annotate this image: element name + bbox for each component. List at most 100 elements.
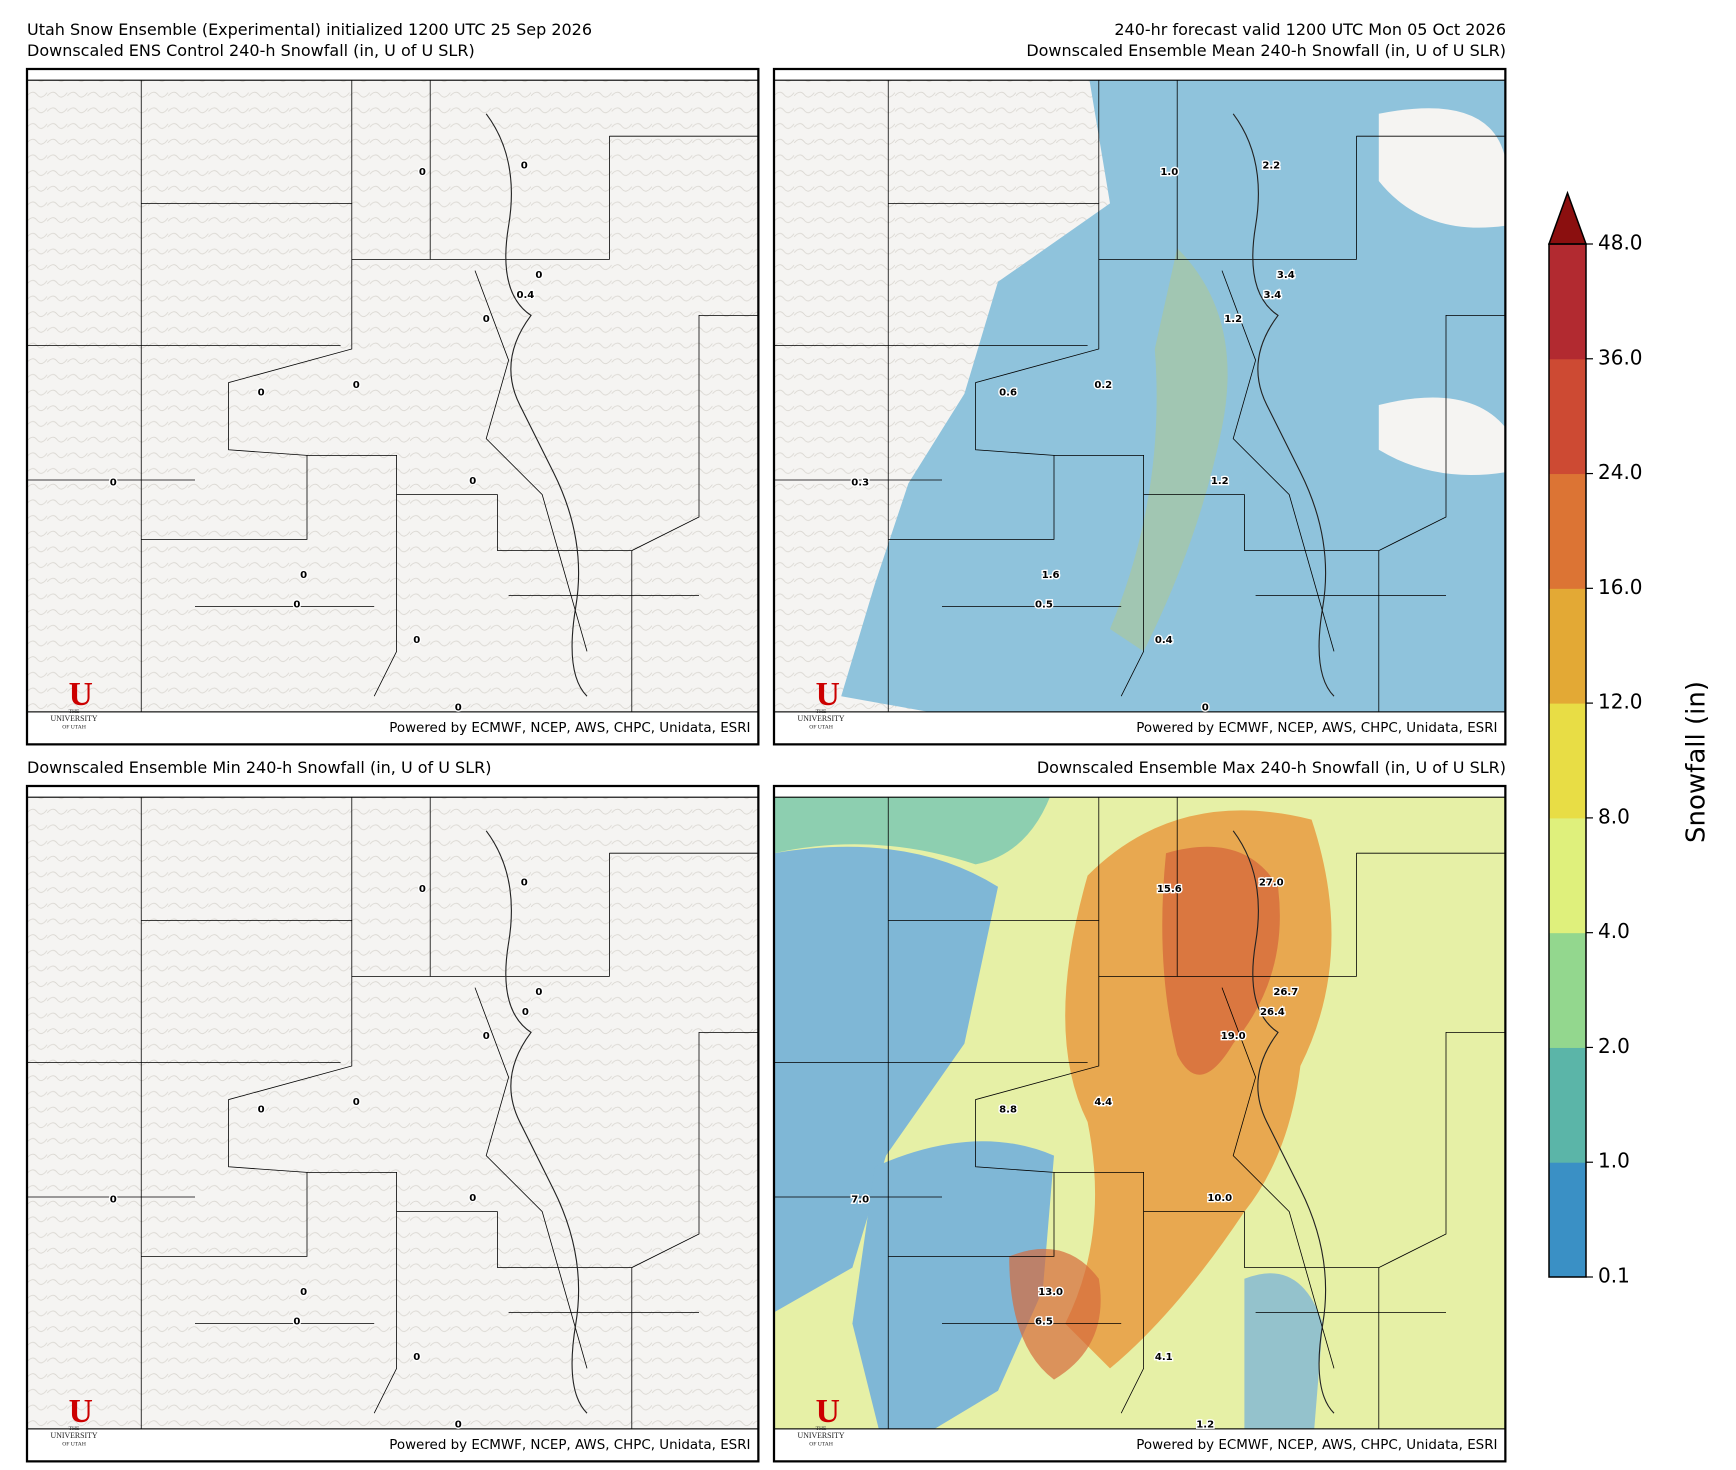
point-label: 15.6 <box>1157 884 1182 895</box>
panel-title: Downscaled Ensemble Max 240-h Snowfall (… <box>1037 758 1506 777</box>
point-label: 0 <box>258 1105 265 1116</box>
colorbar-tick-label: 4.0 <box>1598 919 1630 943</box>
point-label: 3.4 <box>1263 290 1281 301</box>
colorbar-bin <box>1549 1047 1586 1163</box>
header-valid-time: 240-hr forecast valid 1200 UTC Mon 05 Oc… <box>1114 20 1506 39</box>
snow-area <box>774 846 998 1313</box>
point-label: 0.4 <box>1155 635 1173 646</box>
snow-area <box>852 1141 1054 1458</box>
county-border <box>1177 136 1357 260</box>
panel-frame <box>25 784 760 1463</box>
point-label: 0.2 <box>1094 380 1112 391</box>
point-label: 7.0 <box>851 1194 869 1205</box>
colorbar-frame <box>1548 243 1587 1278</box>
point-label: 8.8 <box>999 1105 1017 1116</box>
state-border <box>485 830 588 1414</box>
colorbar-bin <box>1549 932 1586 1048</box>
county-border <box>373 1211 397 1414</box>
logo-text: THE <box>816 1426 827 1432</box>
colorbar-bin <box>1549 1162 1586 1278</box>
colorbar-bin <box>1549 244 1586 360</box>
point-label: 0.4 <box>516 290 534 301</box>
map-body: 15.6 27.0 26.7 26.4 19.0 8.8 4.4 7.0 10.0 13.0 6.5… <box>774 786 1506 1462</box>
point-label: 0 <box>419 167 426 178</box>
point-label: 0 <box>300 570 307 581</box>
point-label: 10.0 <box>1207 1193 1232 1204</box>
colorbar-tick-label: 16.0 <box>1598 575 1643 599</box>
snow-area <box>774 69 1506 745</box>
point-label: 19.0 <box>1221 1031 1246 1042</box>
point-label: 26.7 <box>1273 987 1298 998</box>
logo-mark: U <box>69 676 93 713</box>
logo-text: UNIVERSITY <box>51 714 98 723</box>
terrain <box>27 69 759 745</box>
snow-area <box>1378 397 1506 475</box>
snow-area <box>1110 248 1228 652</box>
logo-text: UNIVERSITY <box>798 1431 845 1440</box>
panel-frame <box>25 67 760 746</box>
credit-strip <box>27 711 759 745</box>
point-label: 4.1 <box>1155 1352 1173 1363</box>
point-label: 0 <box>521 160 528 171</box>
logo-text: OF UTAH <box>62 725 86 731</box>
state-border <box>485 113 588 697</box>
colorbar-label: Snowfall (in) <box>1682 681 1712 843</box>
county-border <box>888 1172 1055 1257</box>
panel-title: Downscaled Ensemble Mean 240-h Snowfall … <box>1026 41 1506 60</box>
colorbar-tick-label: 48.0 <box>1598 231 1643 255</box>
point-label: 0 <box>110 1194 117 1205</box>
colorbar-extend <box>1547 190 1588 245</box>
colorbar-tick-label: 8.0 <box>1598 804 1630 828</box>
point-label: 1.2 <box>1196 1419 1214 1430</box>
point-label: 0 <box>455 1419 462 1430</box>
county-border <box>888 455 1055 540</box>
point-label: 0 <box>469 476 476 487</box>
logo-text: THE <box>69 709 80 715</box>
colorbar-bin <box>1549 473 1586 589</box>
point-label: 0 <box>469 1193 476 1204</box>
county-border <box>1378 1032 1506 1268</box>
point-label: 0.5 <box>1035 599 1053 610</box>
county-border <box>474 270 588 652</box>
point-label: 0 <box>413 1352 420 1363</box>
point-label: 0 <box>535 270 542 281</box>
top-strip <box>774 786 1506 798</box>
logo-text: UNIVERSITY <box>51 1431 98 1440</box>
county-border <box>141 69 353 204</box>
state-border <box>1232 113 1335 697</box>
county-border <box>1221 270 1335 652</box>
colorbar-bin <box>1549 588 1586 704</box>
snow-area <box>1244 1273 1323 1462</box>
county-border <box>1120 1211 1144 1414</box>
county-border <box>975 259 1100 456</box>
credit-strip <box>774 1428 1506 1462</box>
colorbar-tick-label: 2.0 <box>1598 1034 1630 1058</box>
state-border <box>1232 830 1335 1414</box>
logo-text: UNIVERSITY <box>798 714 845 723</box>
point-label: 0 <box>353 1097 360 1108</box>
point-label: 0 <box>535 987 542 998</box>
county-border <box>888 69 1100 204</box>
point-label: 0 <box>483 314 490 325</box>
panel-frame <box>772 67 1507 746</box>
colorbar-bin <box>1549 358 1586 475</box>
map-panel: 15.6 27.0 26.7 26.4 19.0 8.8 4.4 7.0 10.0 13.0 6.5… <box>772 784 1507 1463</box>
credit-strip <box>774 711 1506 745</box>
county-border <box>141 1172 308 1257</box>
credit: Powered by ECMWF, NCEP, AWS, CHPC, Unida… <box>1136 721 1497 736</box>
point-label: 0 <box>293 599 300 610</box>
map-body: 1.0 2.2 3.4 3.4 1.2 0.6 0.2 0.3 1.2 1.6 0.5 0.4 0 Pow… <box>774 69 1506 745</box>
colorbar-tick-label: 0.1 <box>1598 1264 1630 1288</box>
colorbar-tick-label: 1.0 <box>1598 1149 1630 1173</box>
colorbar-bin <box>1549 817 1586 934</box>
county-border <box>430 136 610 260</box>
map-panel: 1.0 2.2 3.4 3.4 1.2 0.6 0.2 0.3 1.2 1.6 0.5 0.4 0 Pow… <box>772 67 1507 746</box>
panel-title: Downscaled Ensemble Min 240-h Snowfall (… <box>27 758 491 777</box>
snow-area <box>1009 1248 1101 1380</box>
top-strip <box>27 69 759 81</box>
point-label: 0 <box>353 380 360 391</box>
logo-text: THE <box>69 1426 80 1432</box>
